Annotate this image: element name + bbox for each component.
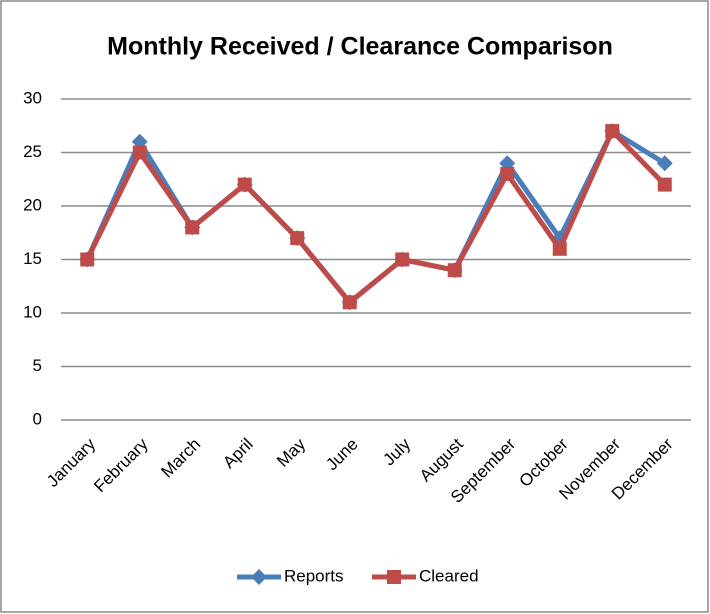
y-tick-label: 0 [33,409,42,428]
data-point [656,155,673,172]
series-line [85,128,667,305]
data-point [395,252,410,267]
data-point [657,177,672,192]
y-tick-label: 10 [23,302,42,321]
data-point [342,295,357,310]
data-point [80,252,95,267]
data-point [185,220,200,235]
legend-label: Reports [284,566,344,585]
y-tick-label: 5 [33,356,42,375]
y-tick-label: 25 [23,142,42,161]
legend-marker [387,570,401,584]
data-point [447,263,462,278]
data-point [605,124,620,139]
y-tick-label: 15 [23,249,42,268]
chart-title: Monthly Received / Clearance Comparison [107,33,613,61]
data-point [500,166,515,181]
data-point [290,231,305,246]
y-tick-label: 20 [23,195,42,214]
data-point [552,241,567,256]
legend-label: Cleared [419,566,479,585]
data-point [237,177,252,192]
y-tick-label: 30 [23,88,42,107]
legend-marker [251,569,267,585]
data-point [132,145,147,160]
